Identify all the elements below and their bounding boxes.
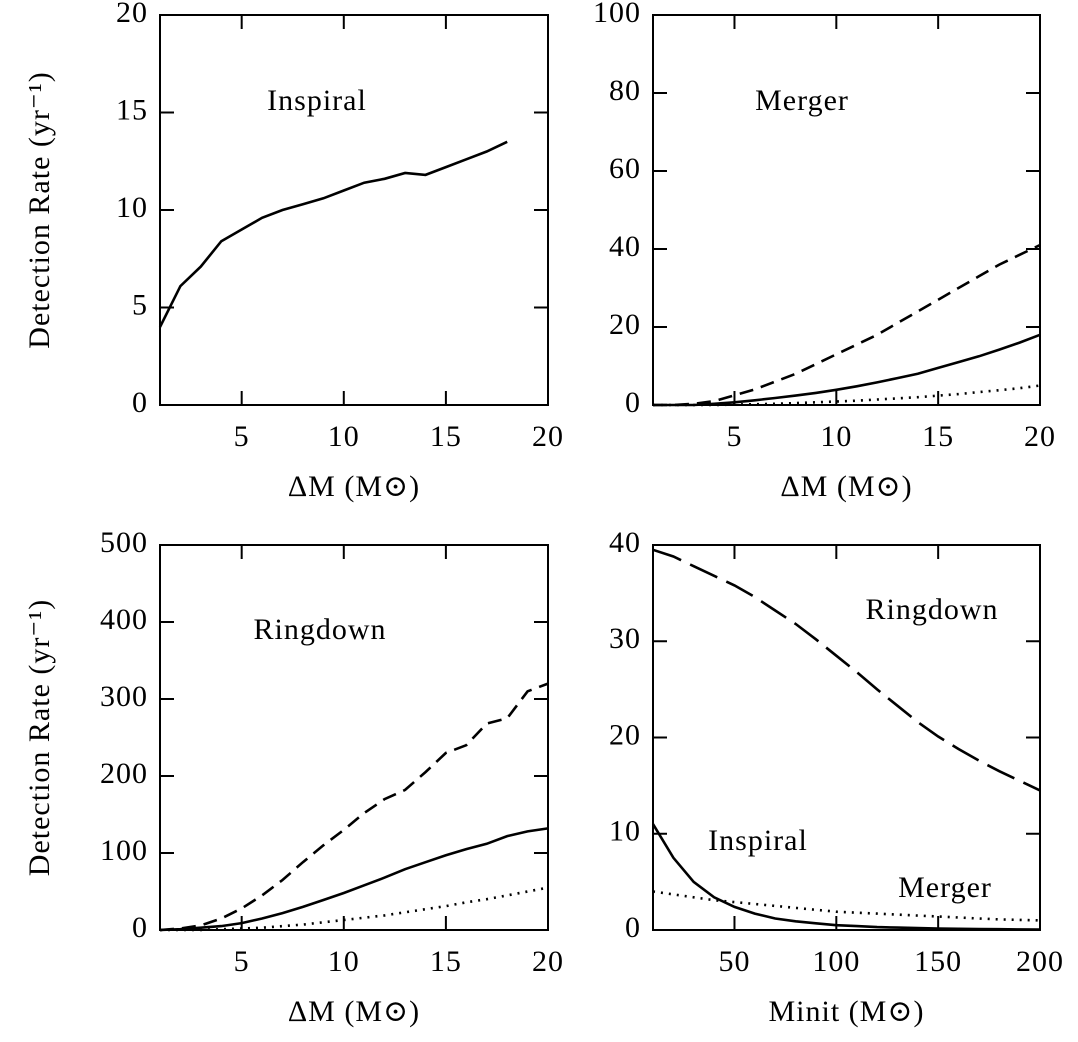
x-tick-label: 5 <box>726 420 742 453</box>
y-tick-label: 0 <box>132 911 148 944</box>
y-tick-label: 200 <box>100 757 148 790</box>
y-tick-label: 20 <box>609 308 641 341</box>
x-tick-label: 20 <box>1024 420 1056 453</box>
annotation: Merger <box>755 84 849 117</box>
x-tick-label: 5 <box>234 945 250 978</box>
y-axis-label: Detection Rate (yr⁻¹) <box>23 599 56 876</box>
y-tick-label: 20 <box>609 718 641 751</box>
x-axis-label: ΔM (M⊙) <box>288 470 420 503</box>
series-line <box>652 890 1041 922</box>
x-tick-label: 10 <box>328 945 360 978</box>
y-tick-label: 20 <box>116 0 148 29</box>
series-line <box>653 384 1041 407</box>
y-tick-label: 80 <box>609 74 641 107</box>
series-line <box>651 823 1041 931</box>
x-tick-label: 10 <box>328 420 360 453</box>
y-tick-label: 400 <box>100 603 148 636</box>
x-tick-label: 150 <box>914 945 962 978</box>
y-tick-label: 60 <box>609 152 641 185</box>
y-tick-label: 40 <box>609 526 641 559</box>
y-tick-label: 40 <box>609 230 641 263</box>
x-axis-label: ΔM (M⊙) <box>288 995 420 1028</box>
x-tick-label: 50 <box>718 945 750 978</box>
y-tick-label: 100 <box>593 0 641 29</box>
annotation: Ringdown <box>865 593 998 626</box>
x-tick-label: 20 <box>532 945 564 978</box>
series-line <box>160 886 549 932</box>
y-tick-label: 0 <box>625 911 641 944</box>
x-tick-label: 200 <box>1016 945 1064 978</box>
plot-frame <box>159 544 549 931</box>
series-line <box>653 243 1041 407</box>
x-tick-label: 15 <box>430 945 462 978</box>
series-line <box>159 682 549 932</box>
series-line <box>653 333 1041 407</box>
x-tick-label: 5 <box>234 420 250 453</box>
annotation: Merger <box>898 871 992 904</box>
plot-frame <box>652 14 1041 406</box>
series-line <box>652 548 1041 792</box>
panel: 5 10 15 20 0 20 40 60 80 100 ΔM (M⊙) Merger <box>593 0 1056 503</box>
y-axis-label: Detection Rate (yr⁻¹) <box>23 71 56 348</box>
x-tick-label: 15 <box>922 420 954 453</box>
series-line <box>159 827 549 932</box>
x-tick-label: 15 <box>430 420 462 453</box>
annotation: Inspiral <box>267 84 367 117</box>
series-line <box>158 140 508 328</box>
y-tick-label: 5 <box>132 288 148 321</box>
y-tick-label: 15 <box>116 93 148 126</box>
x-tick-label: 10 <box>820 420 852 453</box>
y-tick-label: 10 <box>609 815 641 848</box>
y-tick-label: 300 <box>100 680 148 713</box>
panel: 50 100 150 200 0 10 20 30 40 Minit (M⊙) Ringdown In… <box>609 526 1064 1028</box>
y-tick-label: 0 <box>625 386 641 419</box>
x-axis-label: Minit (M⊙) <box>769 995 925 1028</box>
y-tick-label: 500 <box>100 526 148 559</box>
y-tick-label: 10 <box>116 191 148 224</box>
plot-frame <box>159 14 549 406</box>
x-tick-label: 100 <box>812 945 860 978</box>
y-tick-label: 0 <box>132 386 148 419</box>
y-tick-label: 100 <box>100 834 148 867</box>
y-tick-label: 30 <box>609 622 641 655</box>
x-tick-label: 20 <box>532 420 564 453</box>
annotation: Inspiral <box>708 824 808 857</box>
x-axis-label: ΔM (M⊙) <box>780 470 912 503</box>
panel: 5 10 15 20 0 5 10 15 20 ΔM (M⊙) Detection Rate (yr… <box>23 0 564 503</box>
annotation: Ringdown <box>253 613 386 646</box>
